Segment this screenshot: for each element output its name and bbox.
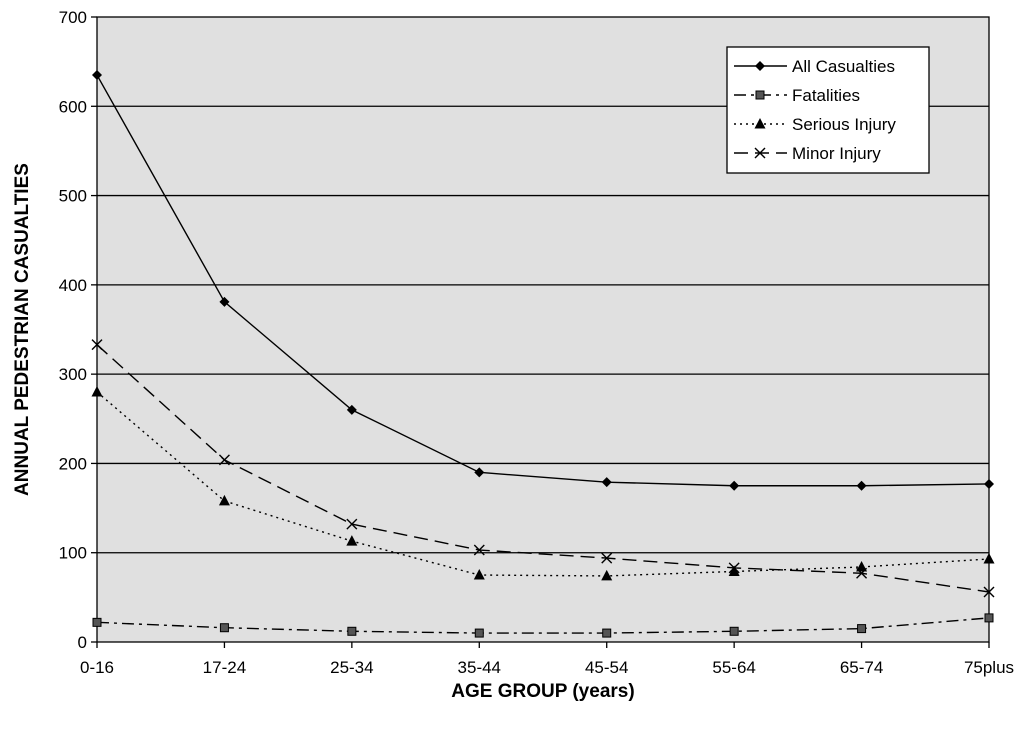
x-tick-label: 55-64	[712, 658, 755, 677]
legend-marker	[755, 90, 765, 100]
data-point	[346, 518, 358, 530]
data-point	[601, 477, 612, 488]
data-point	[602, 628, 612, 638]
data-point	[728, 565, 740, 576]
data-point	[601, 569, 613, 581]
legend-item: All Casualties	[734, 57, 895, 76]
y-tick-label: 200	[59, 454, 87, 473]
series-line	[96, 344, 990, 593]
legend-marker	[755, 61, 765, 71]
data-point	[856, 561, 868, 572]
x-tick-label: 75plus	[964, 658, 1014, 677]
x-tick-label: 45-54	[585, 658, 628, 677]
y-tick-label: 500	[59, 187, 87, 206]
series-line	[96, 74, 990, 487]
data-point	[219, 296, 230, 307]
data-point	[728, 562, 740, 574]
y-axis-title: ANNUAL PEDESTRIAN CASUALTIES	[12, 163, 33, 496]
data-point	[346, 404, 357, 415]
data-point	[92, 617, 102, 627]
y-tick-label: 400	[59, 276, 87, 295]
legend-label: All Casualties	[792, 57, 895, 76]
data-point	[601, 552, 613, 564]
data-point	[729, 480, 740, 491]
x-tick-label: 25-34	[330, 658, 373, 677]
legend-item: Minor Injury	[734, 144, 881, 163]
y-tick-label: 300	[59, 365, 87, 384]
series-serious-injury	[91, 386, 995, 581]
x-tick-label: 17-24	[203, 658, 246, 677]
data-point	[474, 628, 484, 638]
data-point	[218, 494, 230, 506]
x-tick-label: 35-44	[458, 658, 501, 677]
legend-marker	[754, 118, 766, 129]
x-axis-title: AGE GROUP (years)	[451, 681, 634, 702]
data-point	[856, 567, 868, 579]
series-all-casualties	[92, 70, 994, 491]
y-tick-label: 700	[59, 8, 87, 27]
data-point	[983, 586, 995, 598]
series-minor-injury	[91, 339, 995, 598]
legend-label: Serious Injury	[792, 115, 896, 134]
data-point	[347, 626, 357, 636]
y-tick-label: 600	[59, 97, 87, 116]
series-layer	[91, 70, 995, 638]
y-tick-label: 100	[59, 544, 87, 563]
data-point	[219, 623, 229, 633]
x-axis-ticks: 0-16 17-24 25-34 35-44 45-54 55-64 65-74 75plus	[80, 642, 1014, 677]
x-tick-label: 0-16	[80, 658, 114, 677]
data-point	[92, 70, 102, 81]
data-point	[984, 613, 994, 623]
series-line	[96, 617, 990, 634]
legend-item: Fatalities	[734, 86, 860, 105]
data-point	[729, 626, 739, 636]
data-point	[856, 480, 867, 491]
y-axis-ticks: 0 100 200 300 400 500 600 700	[59, 8, 97, 652]
data-point	[346, 535, 358, 546]
legend-item: Serious Injury	[734, 115, 896, 134]
data-point	[983, 552, 995, 564]
series-fatalities	[92, 613, 994, 638]
data-point	[857, 624, 867, 634]
data-point	[474, 467, 485, 478]
legend-label: Fatalities	[792, 86, 860, 105]
data-point	[473, 569, 485, 580]
legend-label: Minor Injury	[792, 144, 881, 163]
x-tick-label: 65-74	[840, 658, 883, 677]
legend: All Casualties Fatalities Serious Injury Mi…	[726, 46, 930, 174]
y-tick-label: 0	[78, 633, 87, 652]
data-point	[91, 386, 103, 397]
data-point	[91, 339, 103, 351]
legend-marker	[754, 147, 766, 159]
data-point	[473, 544, 485, 556]
data-point	[218, 454, 230, 466]
data-point	[984, 478, 994, 489]
